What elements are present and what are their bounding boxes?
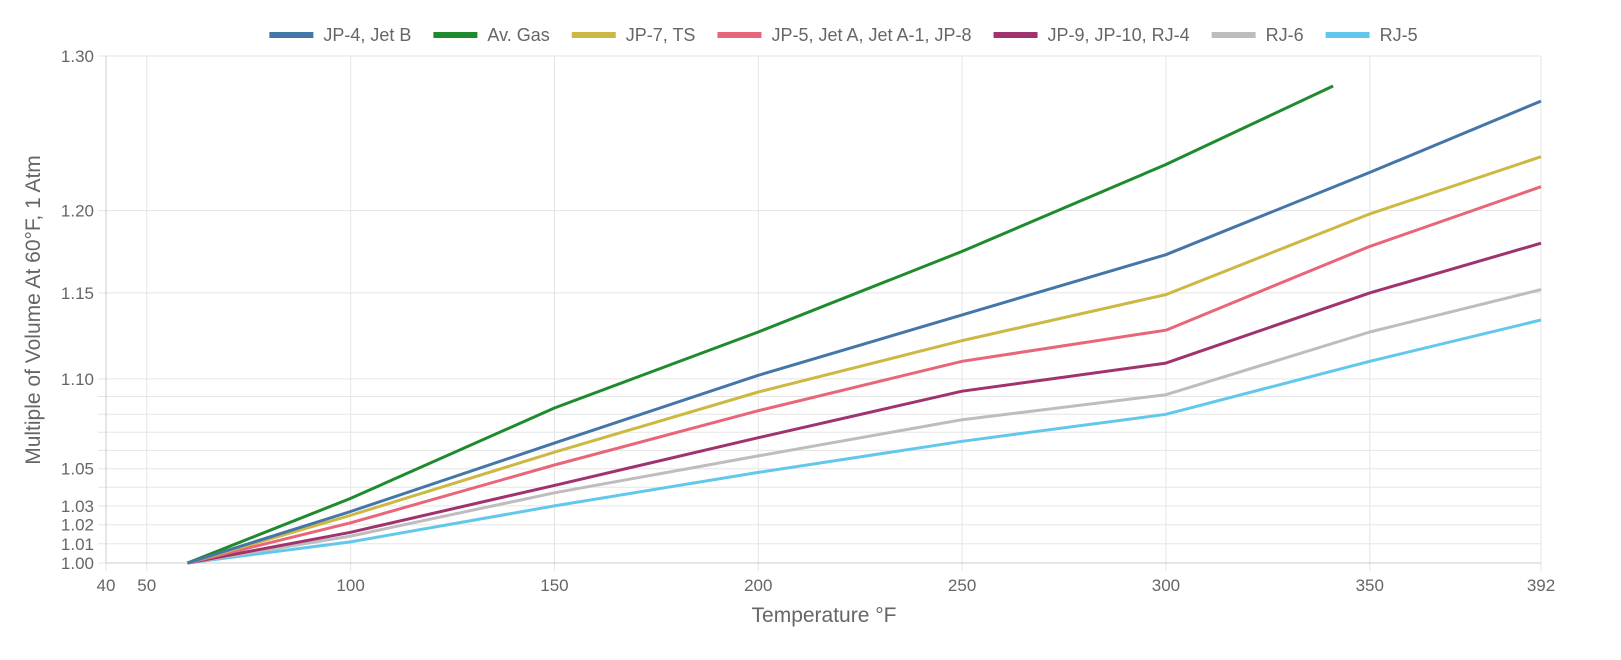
x-tick-label: 40 <box>97 576 116 595</box>
legend-swatch <box>433 32 478 38</box>
legend-swatch <box>717 32 762 38</box>
y-tick-label: 1.10 <box>61 370 94 389</box>
legend-swatch <box>1325 32 1370 38</box>
series-line-jp-4-jet-b <box>187 99 1542 565</box>
legend-item-jp-7-ts[interactable]: JP-7, TS <box>571 25 696 45</box>
y-tick-label: 1.15 <box>61 284 94 303</box>
legend-swatch <box>571 32 616 38</box>
series-line-jp-7-ts <box>187 155 1542 565</box>
legend-label: JP-5, Jet A, Jet A-1, JP-8 <box>771 25 971 45</box>
y-axis-title: Multiple of Volume At 60°F, 1 Atm <box>22 155 45 465</box>
y-tick-label: 1.01 <box>61 535 94 554</box>
legend-label: JP-7, TS <box>626 25 696 45</box>
legend-item-av-gas[interactable]: Av. Gas <box>433 25 550 45</box>
series-line-jp-5-jet-a-jet-a-1-jp-8 <box>187 185 1542 565</box>
y-tick-label: 1.30 <box>61 47 94 66</box>
legend-label: JP-9, JP-10, RJ-4 <box>1048 25 1190 45</box>
series-line-av-gas <box>186 84 1334 565</box>
legend: JP-4, Jet B Av. Gas JP-7, TS JP-5, Jet A, J… <box>269 25 1418 45</box>
x-tick-label: 50 <box>137 576 156 595</box>
legend-label: Av. Gas <box>487 25 549 45</box>
x-tick-label: 392 <box>1527 576 1555 595</box>
x-tick-label: 200 <box>744 576 772 595</box>
series-line-rj-6 <box>187 288 1542 565</box>
legend-swatch <box>269 32 314 38</box>
y-tick-label: 1.20 <box>61 202 94 221</box>
x-tick-label: 350 <box>1356 576 1384 595</box>
y-tick-label: 1.05 <box>61 460 94 479</box>
legend-item-jp-9-jp-10-rj-4[interactable]: JP-9, JP-10, RJ-4 <box>993 25 1190 45</box>
x-tick-label: 100 <box>336 576 364 595</box>
y-tick-label: 1.02 <box>61 516 94 535</box>
legend-item-rj-5[interactable]: RJ-5 <box>1325 25 1418 45</box>
y-tick-label: 1.00 <box>61 554 94 573</box>
series-lines <box>186 84 1542 565</box>
legend-label: JP-4, Jet B <box>323 25 411 45</box>
grid <box>98 55 1542 571</box>
legend-swatch <box>1211 32 1256 38</box>
legend-item-jp-5-jet-a-jet-a-1-jp-8[interactable]: JP-5, Jet A, Jet A-1, JP-8 <box>717 25 972 45</box>
x-tick-label: 150 <box>540 576 568 595</box>
legend-item-jp-4-jet-b[interactable]: JP-4, Jet B <box>269 25 411 45</box>
x-axis-title: Temperature °F <box>752 604 897 627</box>
legend-swatch <box>993 32 1038 38</box>
axes: 40 50 100 150 200 250 300 350 3921.001.011.021.0… <box>61 47 1555 595</box>
series-line-jp-9-jp-10-rj-4 <box>187 241 1542 565</box>
series-line-rj-5 <box>187 318 1542 565</box>
x-tick-label: 300 <box>1152 576 1180 595</box>
legend-label: RJ-6 <box>1266 25 1304 45</box>
legend-item-rj-6[interactable]: RJ-6 <box>1211 25 1304 45</box>
legend-label: RJ-5 <box>1380 25 1418 45</box>
y-tick-label: 1.03 <box>61 497 94 516</box>
x-tick-label: 250 <box>948 576 976 595</box>
